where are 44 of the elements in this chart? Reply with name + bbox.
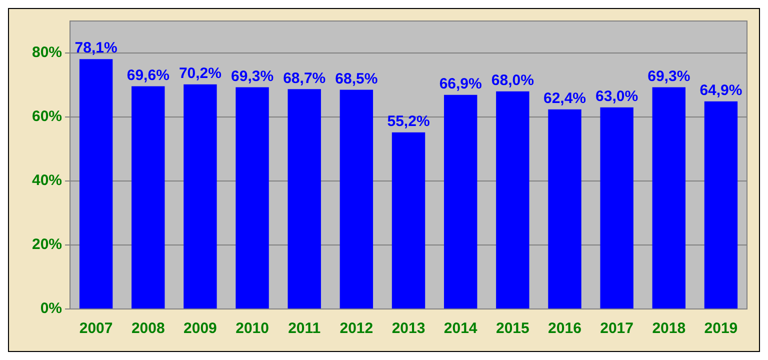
y-tick-label: 0%	[40, 300, 62, 318]
data-label: 68,5%	[335, 70, 378, 88]
bar	[392, 132, 426, 308]
data-label: 63,0%	[596, 88, 638, 106]
x-tick-label: 2018	[652, 320, 686, 338]
bar	[444, 94, 478, 308]
x-tick-label: 2011	[288, 320, 321, 338]
y-tick-label: 80%	[32, 44, 62, 62]
bar	[548, 109, 582, 308]
bar	[496, 91, 530, 308]
bar	[600, 107, 634, 308]
y-tick-label: 40%	[32, 172, 62, 190]
data-label: 62,4%	[543, 90, 586, 107]
data-label: 78,1%	[74, 40, 118, 57]
bar	[236, 87, 269, 308]
data-label: 55,2%	[387, 113, 430, 130]
x-tick-label: 2013	[392, 320, 426, 338]
x-tick-label: 2009	[184, 320, 217, 338]
x-tick-label: 2007	[79, 320, 113, 338]
bar	[132, 86, 165, 308]
data-label: 70,2%	[178, 65, 222, 82]
x-tick-label: 2016	[548, 320, 582, 338]
data-label: 68,0%	[491, 72, 534, 90]
x-tick-label: 2015	[496, 320, 530, 338]
bar	[340, 90, 374, 308]
data-label: 66,9%	[439, 76, 482, 93]
bar	[184, 84, 217, 308]
x-tick-label: 2014	[444, 320, 478, 338]
data-label: 69,6%	[126, 66, 170, 84]
bar	[704, 101, 738, 308]
bar	[288, 89, 321, 308]
data-label: 64,9%	[700, 82, 742, 99]
y-tick-label: 20%	[32, 236, 62, 254]
y-tick-label: 60%	[32, 108, 62, 126]
data-label: 68,7%	[283, 70, 326, 87]
bar	[652, 87, 686, 308]
x-tick-label: 2008	[131, 320, 165, 338]
data-label: 69,3%	[648, 68, 690, 85]
x-tick-label: 2010	[236, 320, 269, 338]
data-label: 69,3%	[231, 68, 274, 85]
bar	[79, 59, 113, 308]
x-tick-label: 2012	[340, 320, 374, 338]
x-tick-label: 2017	[600, 320, 634, 338]
x-tick-label: 2019	[704, 320, 738, 338]
